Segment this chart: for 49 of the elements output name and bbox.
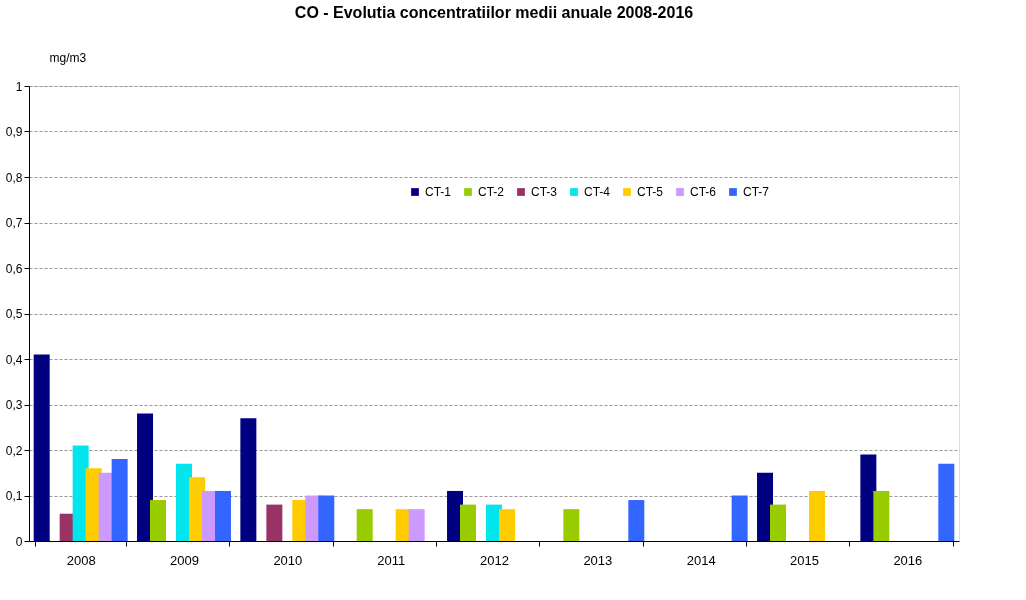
- bar: [266, 504, 283, 541]
- bar: [628, 500, 645, 541]
- chart-title: CO - Evolutia concentratiilor medii anuale 2008-2016: [294, 4, 694, 21]
- legend-label: CT-5: [637, 185, 664, 199]
- bar: [873, 490, 890, 541]
- bar: [111, 459, 128, 541]
- x-tick-label: 2014: [686, 552, 716, 568]
- y-tick-label: 0,9: [5, 125, 23, 139]
- y-tick-label: 0,1: [5, 489, 23, 503]
- bar: [808, 490, 825, 541]
- bar: [356, 509, 373, 541]
- bar: [498, 509, 515, 541]
- bar: [770, 504, 787, 541]
- legend-label: CT-6: [690, 185, 717, 199]
- bar: [563, 509, 580, 541]
- legend-label: CT-1: [425, 185, 452, 199]
- y-tick-label: 0,2: [5, 443, 23, 458]
- legend-label: CT-3: [531, 185, 558, 199]
- y-axis-title: mg/m3: [49, 50, 87, 65]
- legend-label: CT-4: [584, 185, 611, 199]
- y-tick-label: 0,4: [5, 352, 23, 367]
- y-tick-label: 0,8: [5, 170, 23, 185]
- bar: [214, 490, 231, 541]
- x-tick-label: 2015: [790, 552, 819, 568]
- x-tick-label: 2016: [893, 552, 923, 568]
- bar: [460, 504, 477, 541]
- x-tick-label: 2013: [583, 552, 613, 568]
- bar: [938, 463, 955, 541]
- y-tick-label: 0: [15, 534, 23, 549]
- x-tick-label: 2009: [170, 552, 199, 568]
- bar: [33, 354, 50, 541]
- bar: [240, 418, 257, 541]
- legend-label: CT-7: [743, 185, 770, 199]
- x-tick-label: 2011: [377, 552, 406, 568]
- bar: [731, 495, 748, 541]
- x-tick-label: 2008: [66, 552, 96, 568]
- x-tick-label: 2010: [273, 552, 303, 568]
- bar: [318, 495, 335, 541]
- y-tick-label: 0,3: [5, 398, 23, 412]
- legend-label: CT-2: [478, 185, 505, 199]
- y-tick-label: 1: [15, 79, 23, 94]
- bar: [150, 500, 167, 541]
- bar: [137, 413, 154, 541]
- y-tick-label: 0,6: [5, 261, 23, 276]
- y-tick-label: 0,5: [5, 307, 23, 321]
- x-tick-label: 2012: [480, 552, 509, 568]
- y-tick-label: 0,7: [5, 216, 23, 230]
- bar: [757, 472, 774, 541]
- bar: [408, 509, 425, 541]
